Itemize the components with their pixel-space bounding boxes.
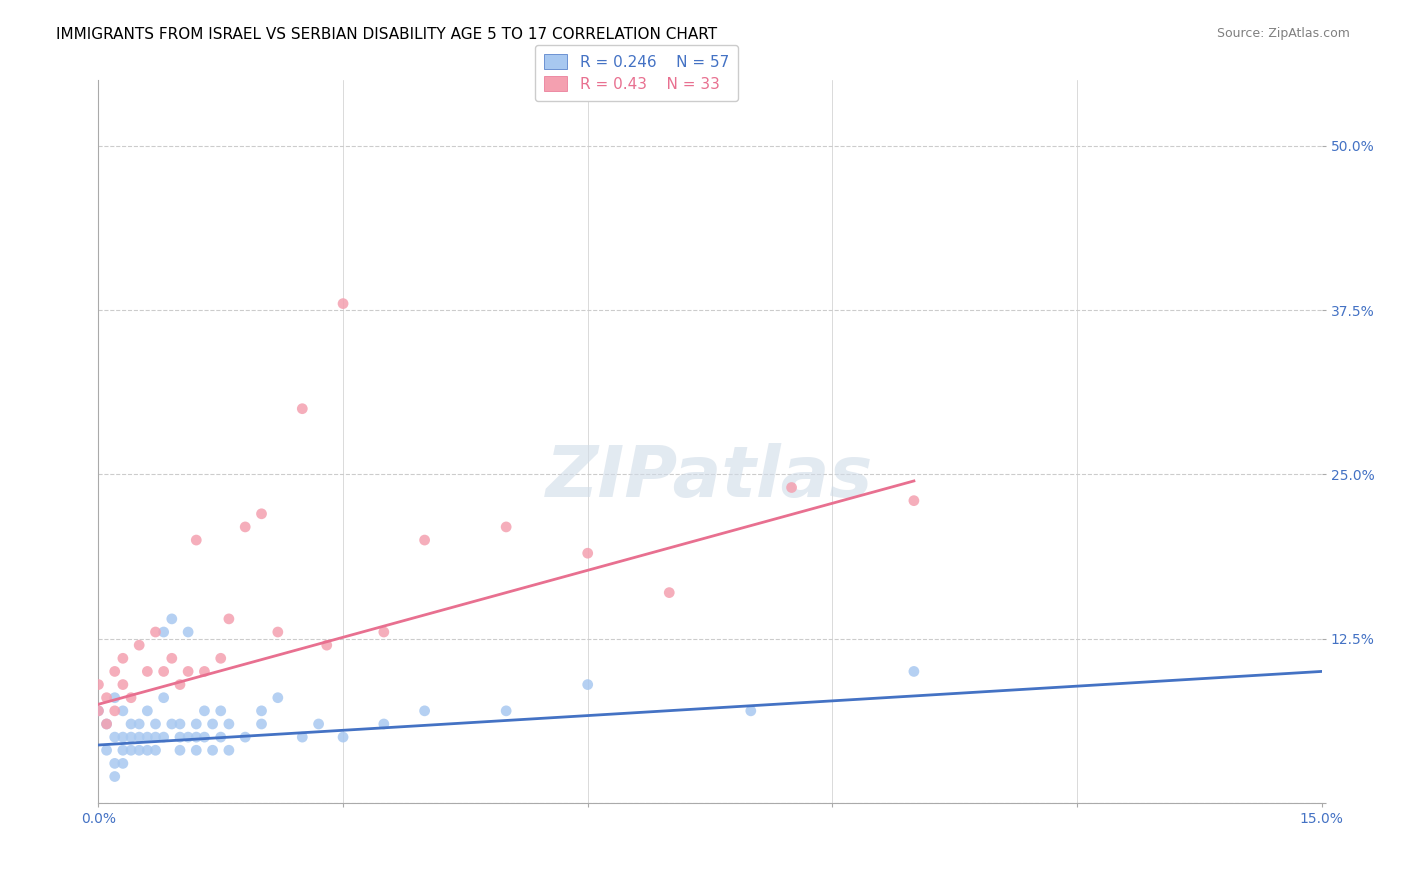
Point: [201, 743, 224, 757]
Point: [233, 520, 256, 534]
Point: [267, 625, 290, 640]
Point: [291, 401, 314, 416]
Point: [87, 704, 110, 718]
Legend: R = 0.246    N = 57, R = 0.43    N = 33: R = 0.246 N = 57, R = 0.43 N = 33: [536, 45, 738, 101]
Point: [495, 704, 517, 718]
Point: [111, 651, 134, 665]
Point: [128, 743, 150, 757]
Point: [128, 717, 150, 731]
Point: [186, 730, 208, 744]
Point: [160, 651, 183, 665]
Point: [315, 638, 337, 652]
Point: [169, 717, 191, 731]
Point: [120, 743, 142, 757]
Point: [209, 704, 232, 718]
Point: [658, 585, 681, 599]
Point: [193, 730, 215, 744]
Point: [96, 717, 118, 731]
Point: [186, 743, 208, 757]
Point: [152, 665, 174, 679]
Point: [903, 493, 925, 508]
Point: [740, 704, 762, 718]
Point: [780, 481, 803, 495]
Point: [96, 690, 118, 705]
Point: [576, 677, 599, 691]
Text: ZIPatlas: ZIPatlas: [547, 443, 873, 512]
Text: IMMIGRANTS FROM ISRAEL VS SERBIAN DISABILITY AGE 5 TO 17 CORRELATION CHART: IMMIGRANTS FROM ISRAEL VS SERBIAN DISABI…: [56, 27, 717, 42]
Point: [413, 704, 436, 718]
Point: [218, 717, 240, 731]
Point: [169, 730, 191, 744]
Text: Source: ZipAtlas.com: Source: ZipAtlas.com: [1216, 27, 1350, 40]
Point: [291, 730, 314, 744]
Point: [152, 690, 174, 705]
Point: [201, 717, 224, 731]
Point: [145, 625, 167, 640]
Point: [903, 665, 925, 679]
Point: [209, 730, 232, 744]
Point: [193, 704, 215, 718]
Point: [218, 612, 240, 626]
Point: [136, 704, 159, 718]
Point: [120, 730, 142, 744]
Point: [128, 730, 150, 744]
Point: [186, 533, 208, 547]
Point: [373, 717, 395, 731]
Point: [160, 612, 183, 626]
Point: [413, 533, 436, 547]
Point: [111, 756, 134, 771]
Point: [250, 717, 273, 731]
Point: [145, 743, 167, 757]
Point: [373, 625, 395, 640]
Point: [136, 665, 159, 679]
Point: [111, 704, 134, 718]
Point: [267, 690, 290, 705]
Point: [120, 717, 142, 731]
Point: [576, 546, 599, 560]
Point: [111, 730, 134, 744]
Point: [136, 730, 159, 744]
Point: [96, 743, 118, 757]
Point: [128, 638, 150, 652]
Point: [104, 756, 127, 771]
Point: [177, 625, 200, 640]
Point: [152, 625, 174, 640]
Point: [233, 730, 256, 744]
Point: [111, 677, 134, 691]
Point: [250, 507, 273, 521]
Point: [87, 704, 110, 718]
Point: [177, 665, 200, 679]
Point: [186, 717, 208, 731]
Point: [120, 690, 142, 705]
Point: [169, 743, 191, 757]
Point: [332, 296, 354, 310]
Point: [145, 717, 167, 731]
Point: [332, 730, 354, 744]
Point: [209, 651, 232, 665]
Point: [104, 690, 127, 705]
Point: [87, 677, 110, 691]
Point: [145, 730, 167, 744]
Point: [104, 770, 127, 784]
Point: [250, 704, 273, 718]
Point: [218, 743, 240, 757]
Point: [104, 730, 127, 744]
Point: [96, 717, 118, 731]
Point: [193, 665, 215, 679]
Point: [152, 730, 174, 744]
Point: [111, 743, 134, 757]
Point: [169, 677, 191, 691]
Point: [136, 743, 159, 757]
Point: [495, 520, 517, 534]
Point: [160, 717, 183, 731]
Point: [104, 665, 127, 679]
Point: [104, 704, 127, 718]
Point: [177, 730, 200, 744]
Point: [308, 717, 330, 731]
